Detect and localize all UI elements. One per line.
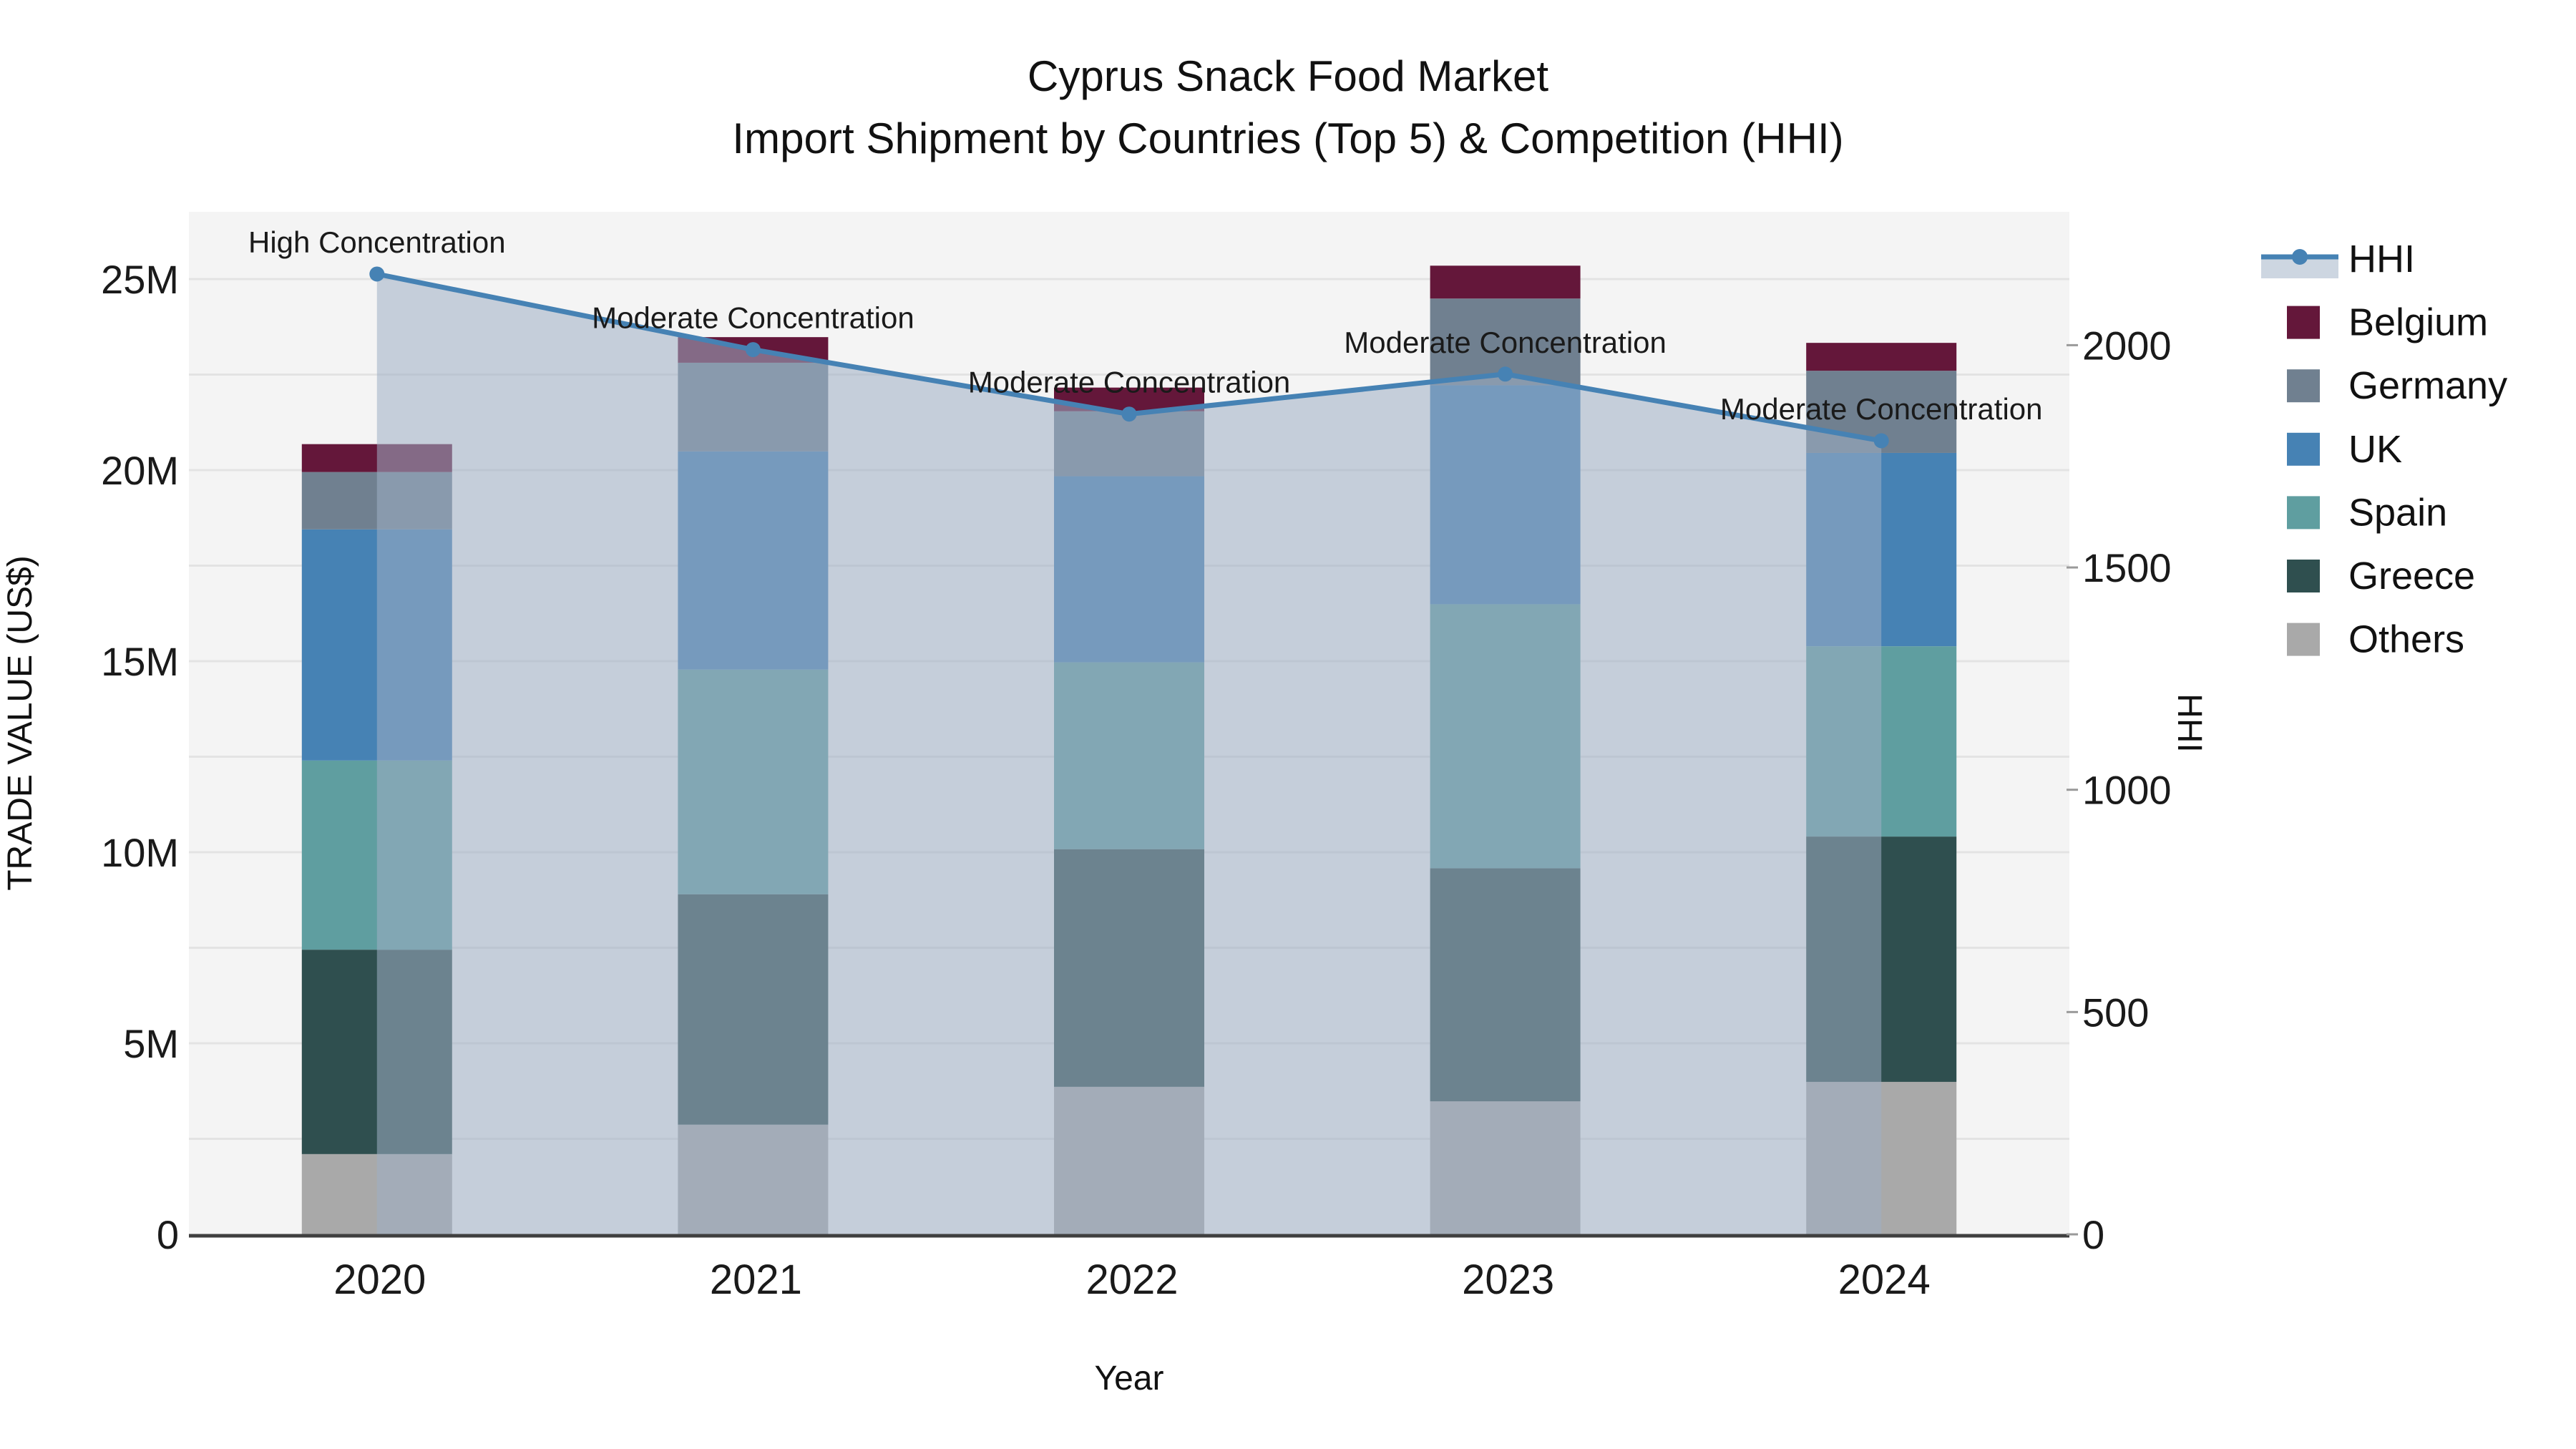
x-tick-2021: 2021	[710, 1257, 802, 1303]
legend-swatch-spain-icon	[2287, 496, 2320, 530]
hhi-point-2020	[369, 266, 385, 282]
y-left-axis-title: TRADE VALUE (US$)	[1, 555, 39, 891]
x-axis-title: Year	[1095, 1360, 1164, 1397]
annotation-2022: Moderate Concentration	[968, 366, 1291, 399]
y-left-tick-25M: 25M	[101, 257, 179, 302]
legend-item-uk[interactable]: UK	[2287, 428, 2402, 471]
legend-swatch-others-icon	[2287, 623, 2320, 656]
x-tick-2020: 2020	[333, 1257, 426, 1303]
y-left-tick-10M: 10M	[101, 830, 179, 875]
y-left-tick-15M: 15M	[101, 639, 179, 684]
legend-label-uk: UK	[2348, 428, 2402, 471]
y-right-tick-2000: 2000	[2082, 323, 2172, 368]
legend-swatch-germany-icon	[2287, 369, 2320, 403]
legend-item-spain[interactable]: Spain	[2287, 491, 2447, 534]
annotation-2020: High Concentration	[248, 225, 506, 259]
y-right-tick-1000: 1000	[2082, 768, 2172, 813]
hhi-point-2021	[745, 342, 761, 358]
hhi-area-band	[376, 273, 1882, 1234]
legend-label-others: Others	[2348, 618, 2464, 661]
legend-item-greece[interactable]: Greece	[2287, 555, 2475, 597]
legend-label-spain: Spain	[2348, 491, 2447, 534]
bar-segment-belgium-2024	[1806, 343, 1957, 371]
legend-swatch-belgium-icon	[2287, 306, 2320, 339]
y-right-tick-500: 500	[2082, 990, 2149, 1035]
annotation-2024: Moderate Concentration	[1720, 392, 2043, 426]
x-tick-2022: 2022	[1085, 1257, 1178, 1303]
hhi-point-2024	[1873, 433, 1889, 449]
legend-label-greece: Greece	[2348, 555, 2475, 597]
annotation-2021: Moderate Concentration	[592, 301, 914, 335]
bar-segment-belgium-2023	[1430, 265, 1581, 299]
legend-swatch-uk-icon	[2287, 432, 2320, 466]
legend-item-others[interactable]: Others	[2287, 618, 2464, 661]
hhi-point-2022	[1121, 406, 1137, 422]
x-tick-2024: 2024	[1838, 1257, 1931, 1303]
legend-item-germany[interactable]: Germany	[2287, 364, 2507, 407]
y-right-tick-1500: 1500	[2082, 545, 2172, 590]
x-tick-2023: 2023	[1462, 1257, 1554, 1303]
hhi-point-2023	[1498, 366, 1513, 382]
legend-label-belgium: Belgium	[2348, 301, 2488, 344]
legend-item-belgium[interactable]: Belgium	[2287, 301, 2488, 344]
y-left-tick-5M: 5M	[123, 1021, 179, 1066]
y-left-tick-0: 0	[157, 1212, 179, 1257]
legend-hhi-marker-icon	[2292, 249, 2308, 265]
legend-label-hhi: HHI	[2348, 238, 2415, 280]
y-left-tick-20M: 20M	[101, 448, 179, 493]
legend-item-hhi[interactable]: HHI	[2261, 238, 2415, 280]
legend-swatch-greece-icon	[2287, 560, 2320, 592]
annotation-2023: Moderate Concentration	[1344, 326, 1667, 359]
y-right-axis-title: HHI	[2170, 693, 2208, 753]
y-right-tick-0: 0	[2082, 1212, 2104, 1257]
legend-label-germany: Germany	[2348, 364, 2507, 407]
